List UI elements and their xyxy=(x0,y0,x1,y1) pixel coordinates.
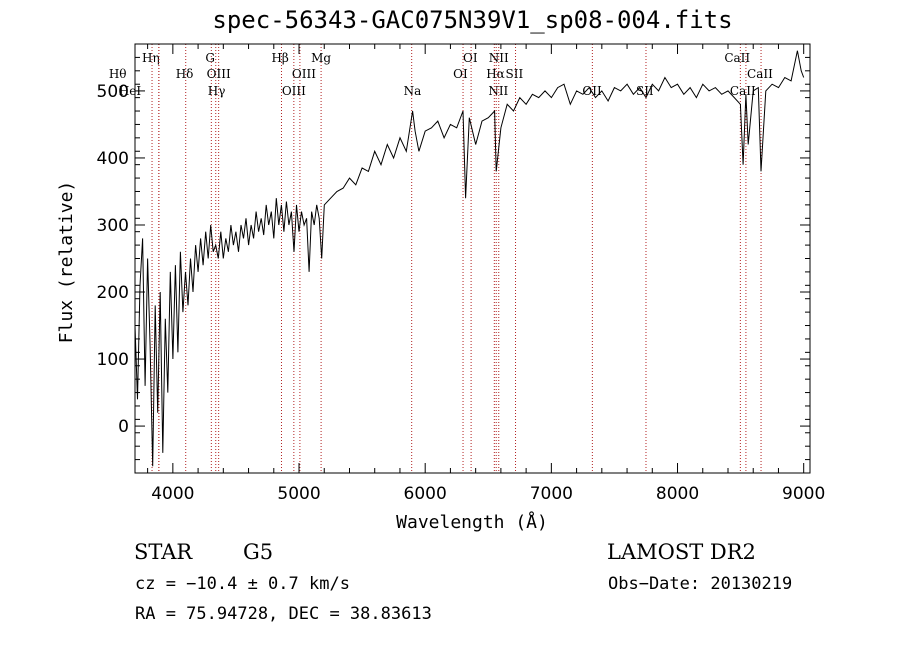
line-marker-label: SII xyxy=(636,84,654,98)
line-marker-label: CaII xyxy=(747,67,773,81)
x-tick-label: 4000 xyxy=(151,484,194,504)
page-title: spec-56343-GAC075N39V1_sp08-004.fits xyxy=(212,6,733,34)
line-marker-label: Hα xyxy=(486,67,505,81)
survey-name: LAMOST DR2 xyxy=(607,540,756,564)
line-marker-label: CaII xyxy=(730,84,756,98)
x-tick-label: 6000 xyxy=(404,484,447,504)
line-marker-label: Hγ xyxy=(208,84,226,98)
spectrum-series xyxy=(134,50,805,467)
line-marker-label: NII xyxy=(488,84,508,98)
plot-frame xyxy=(134,43,811,474)
x-tick-label: 9000 xyxy=(782,484,825,504)
line-marker-label: Hβ xyxy=(271,51,288,65)
x-tick-label: 5000 xyxy=(277,484,320,504)
x-axis-label: Wavelength (Å) xyxy=(396,511,548,533)
spectrum-line xyxy=(134,50,805,467)
line-marker-label: SII xyxy=(506,67,524,81)
line-marker-label: OII xyxy=(582,84,602,98)
ra-dec-coordinates: RA = 75.94728, DEC = 38.83613 xyxy=(135,604,432,624)
y-tick-label: 0 xyxy=(118,417,129,437)
y-axis-label: Flux (relative) xyxy=(56,181,77,344)
y-tick-label: 100 xyxy=(97,350,129,370)
y-tick-label: 300 xyxy=(97,216,129,236)
line-marker-label: Na xyxy=(404,84,422,98)
observation-date: Obs−Date: 20130219 xyxy=(608,574,793,594)
line-marker-label: G xyxy=(205,51,215,65)
y-tick-label: 200 xyxy=(97,283,129,303)
object-class: STAR xyxy=(134,540,193,564)
line-marker-label: OIII xyxy=(282,84,306,98)
y-tick-label: 400 xyxy=(97,149,129,169)
line-marker-label: OIII xyxy=(207,67,231,81)
emission-line-markers: Hη Hθ HeI Hδ G Hγ OIII Hβ OIII OIII Mg Na OI OI NII Hα N… xyxy=(109,44,773,473)
axis-ticks: 4000 5000 6000 7000 8000 9000 0 100 200 300 400 500 xyxy=(97,44,825,504)
y-tick-label: 500 xyxy=(97,82,129,102)
line-marker-label: Mg xyxy=(311,51,331,65)
line-marker-label: Hθ xyxy=(109,67,127,81)
redshift-cz: cz = −10.4 ± 0.7 km/s xyxy=(135,574,350,594)
line-marker-label: OI xyxy=(463,51,478,65)
x-tick-label: 7000 xyxy=(530,484,573,504)
x-tick-label: 8000 xyxy=(656,484,699,504)
line-marker-label: Hη xyxy=(142,51,160,65)
object-subclass: G5 xyxy=(243,540,274,564)
line-marker-label: OIII xyxy=(292,67,316,81)
line-marker-label: NII xyxy=(489,51,509,65)
line-marker-label: HeI xyxy=(119,84,142,98)
line-marker-label: Hδ xyxy=(176,67,194,81)
line-marker-label: OI xyxy=(453,67,468,81)
line-marker-label: CaII xyxy=(724,51,750,65)
